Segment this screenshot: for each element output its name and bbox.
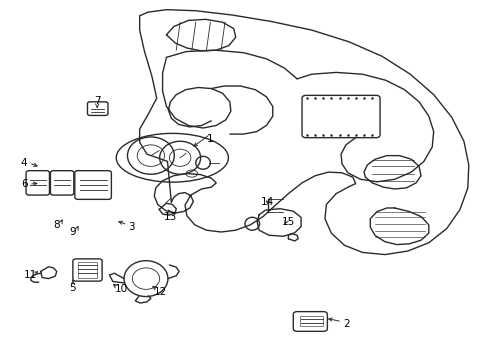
Bar [299, 316, 323, 326]
Text: 11: 11 [23, 270, 37, 280]
Text: 8: 8 [53, 220, 60, 230]
Text: 7: 7 [94, 96, 101, 106]
Text: 6: 6 [21, 179, 27, 189]
Text: 13: 13 [163, 212, 177, 221]
Text: 1: 1 [206, 134, 213, 144]
Text: 4: 4 [21, 158, 27, 168]
Text: 3: 3 [128, 222, 134, 232]
Text: 2: 2 [343, 319, 349, 329]
Text: 15: 15 [281, 217, 294, 227]
Text: 5: 5 [69, 283, 76, 293]
Text: 10: 10 [115, 284, 128, 294]
Bar [78, 262, 97, 278]
Text: 9: 9 [69, 227, 76, 237]
Text: 12: 12 [154, 287, 167, 297]
Text: 14: 14 [261, 197, 274, 207]
